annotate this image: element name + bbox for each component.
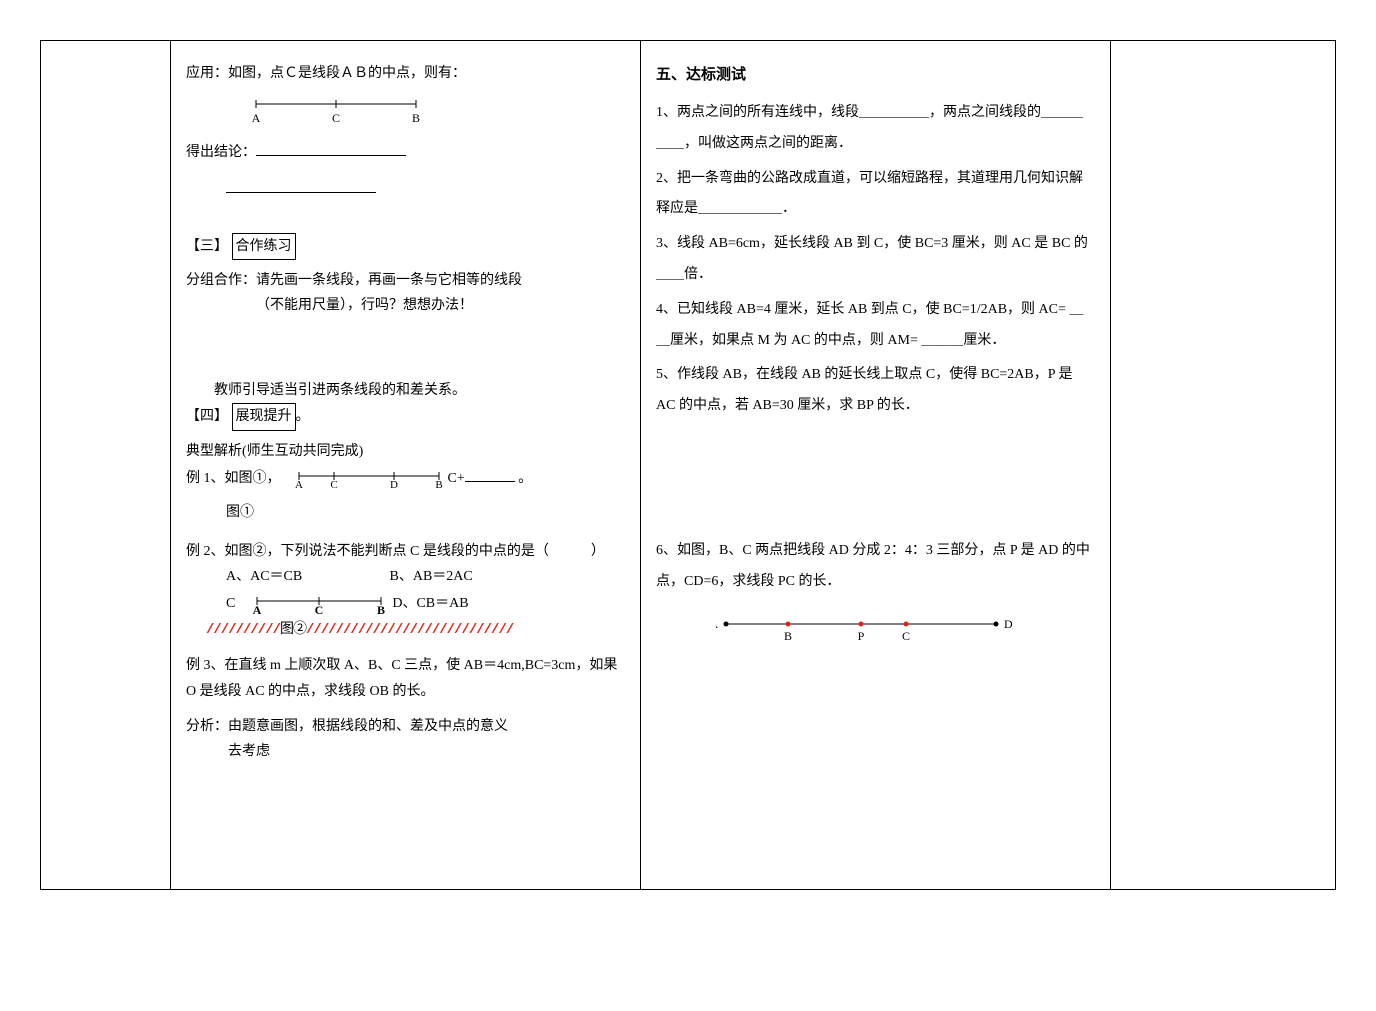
question-4: 4、已知线段 AB=4 厘米，延长 AB 到点 C，使 BC=1/2AB，则 A… — [656, 295, 1095, 357]
example-2-opt-c-pre: C — [226, 596, 235, 611]
svg-text:A: A — [295, 479, 303, 490]
page-border: 应用：如图，点Ｃ是线段ＡＢ的中点，则有： A C B 得出结论： 【三】 合作练… — [40, 40, 1336, 890]
application-intro: 应用：如图，点Ｃ是线段ＡＢ的中点，则有： — [186, 61, 625, 86]
svg-text:D: D — [390, 479, 398, 490]
blank-conclusion-2 — [226, 179, 376, 193]
conclusion-label: 得出结论： — [186, 145, 256, 160]
question-5: 5、作线段 AB，在线段 AB 的延长线上取点 C，使得 BC=2AB，P 是 … — [656, 360, 1095, 422]
example-1-pre: 例 1、如图①， — [186, 471, 281, 486]
conclusion-blank-2-row — [226, 177, 625, 202]
svg-text:C: C — [315, 603, 324, 615]
question-1: 1、两点之间的所有连线中，线段＿＿＿＿＿，两点之间线段的＿＿＿＿＿，叫做这两点之… — [656, 98, 1095, 160]
section-3-line2: （不能用尺量），行吗？想想办法！ — [256, 293, 625, 318]
blank-conclusion-1 — [256, 142, 406, 156]
figure-ex1: A C D B — [294, 468, 444, 490]
example-2-opt-b: B、AB＝2AC — [390, 569, 473, 584]
figure-acb: A C B — [246, 96, 446, 126]
figure-abpcd-wrap: A B P C D — [716, 614, 1095, 648]
section-4-heading-row: 【四】 展现提升。 — [186, 403, 625, 430]
fig-label-c: C — [332, 111, 340, 125]
svg-text:A: A — [253, 603, 262, 615]
red-hatch-row: //////////图②//////////////////////////// — [206, 617, 625, 643]
fig-label-b: B — [412, 111, 420, 125]
example-2-opt-d: D、CB＝AB — [392, 596, 468, 611]
example-1-post: C+ — [448, 471, 465, 486]
margin-column-left — [41, 41, 171, 889]
content-column-right: 五、达标测试 1、两点之间的所有连线中，线段＿＿＿＿＿，两点之间线段的＿＿＿＿＿… — [641, 41, 1111, 889]
margin-column-right — [1111, 41, 1335, 889]
section-3-box: 合作练习 — [232, 233, 296, 260]
conclusion-row: 得出结论： — [186, 140, 625, 165]
svg-text:B: B — [435, 479, 442, 490]
example-3-analysis-1: 分析：由题意画图，根据线段的和、差及中点的意义 — [186, 714, 625, 739]
blank-ex1 — [465, 468, 515, 482]
example-2-options-row2: C A C B D、CB＝AB — [226, 589, 625, 619]
section-4-tag: 【四】 — [186, 409, 228, 424]
svg-text:B: B — [377, 603, 385, 615]
section-3-line1: 分组合作：请先画一条线段，再画一条与它相等的线段 — [186, 268, 625, 293]
section-3-tag: 【三】 — [186, 239, 228, 254]
question-6: 6、如图，B、C 两点把线段 AD 分成 2：4：3 三部分，点 P 是 AD … — [656, 536, 1095, 598]
fig-label-a: A — [252, 111, 261, 125]
example-2-opt-a: A、AC＝CB — [226, 564, 386, 589]
section-4-period: 。 — [296, 409, 310, 424]
svg-text:B: B — [784, 629, 792, 643]
figure-1-label: 图① — [226, 500, 625, 525]
figure-ex2: A C B — [249, 593, 389, 615]
example-1-row: 例 1、如图①， A C D B C+ 。 — [186, 464, 625, 494]
svg-text:A: A — [716, 617, 718, 631]
content-column-left: 应用：如图，点Ｃ是线段ＡＢ的中点，则有： A C B 得出结论： 【三】 合作练… — [171, 41, 641, 889]
example-3-analysis-2: 去考虑 — [228, 739, 625, 764]
section-3-heading-row: 【三】 合作练习 — [186, 233, 625, 260]
svg-text:C: C — [330, 479, 337, 490]
figure-abpcd: A B P C D — [716, 614, 1016, 648]
example-2-options-row1: A、AC＝CB B、AB＝2AC — [226, 564, 625, 589]
section-4-box: 展现提升 — [232, 403, 296, 430]
svg-text:P: P — [858, 629, 865, 643]
section-5-heading: 五、达标测试 — [656, 61, 1095, 88]
section-3-note: 教师引导适当引进两条线段的和差关系。 — [214, 378, 625, 403]
example-1-punct: 。 — [518, 471, 532, 486]
example-2-line1: 例 2、如图②，下列说法不能判断点 C 是线段的中点的是（ ） — [186, 539, 625, 564]
svg-text:C: C — [902, 629, 910, 643]
question-2: 2、把一条弯曲的公路改成直道，可以缩短路程，其道理用几何知识解释应是＿＿＿＿＿＿… — [656, 164, 1095, 226]
section-4-sub: 典型解析(师生互动共同完成) — [186, 439, 625, 464]
example-3-line1: 例 3、在直线 m 上顺次取 A、B、C 三点，使 AB＝4cm,BC=3cm，… — [186, 653, 625, 703]
svg-text:D: D — [1004, 617, 1013, 631]
question-3: 3、线段 AB=6cm，延长线段 AB 到 C，使 BC=3 厘米，则 AC 是… — [656, 229, 1095, 291]
